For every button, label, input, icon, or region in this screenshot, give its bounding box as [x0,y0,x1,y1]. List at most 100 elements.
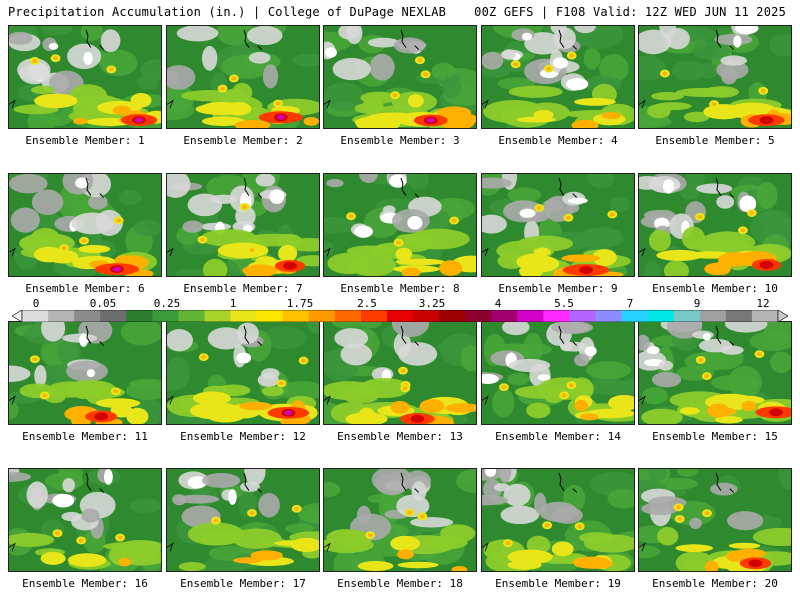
colorbar-min-arrow [12,310,23,322]
precip-map [482,469,634,571]
colorbar-swatch [126,310,153,322]
chart-title: Precipitation Accumulation (in.) | Colle… [8,5,447,19]
ensemble-map-panel [638,321,792,425]
ensemble-member-label: Ensemble Member: 11 [22,430,148,443]
colorbar-swatch [152,310,179,322]
ensemble-member-label: Ensemble Member: 7 [183,282,303,295]
colorbar-swatch [413,310,440,322]
ensemble-member-label: Ensemble Member: 18 [337,577,463,590]
ensemble-map-panel [481,173,635,277]
colorbar-tick-label: 0.25 [153,297,181,310]
ensemble-map-panel [8,173,162,277]
ensemble-member-label: Ensemble Member: 6 [25,282,145,295]
colorbar-bar [12,310,788,322]
colorbar-swatch [673,310,701,322]
colorbar-swatch [386,310,414,322]
ensemble-member-label: Ensemble Member: 1 [25,134,145,147]
precip-map [482,322,634,424]
precip-map [9,322,161,424]
ensemble-map-panel [323,25,477,129]
precip-map [324,26,476,128]
ensemble-map-panel [638,468,792,572]
colorbar-tick-label: 12 [756,297,770,310]
ensemble-map-panel [166,173,320,277]
colorbar-max-arrow [777,310,788,322]
precip-map [167,322,319,424]
colorbar-swatch [569,310,596,322]
ensemble-member-label: Ensemble Member: 4 [498,134,618,147]
colorbar-swatch [517,310,544,322]
ensemble-map-panel [323,321,477,425]
ensemble-member-label: Ensemble Member: 2 [183,134,303,147]
precip-map [167,469,319,571]
colorbar-tick-label: 9 [693,297,701,310]
ensemble-map-panel [481,468,635,572]
model-run-label: 00Z GEFS | F108 Valid: 12Z WED JUN 11 20… [474,5,786,19]
precip-map [167,174,319,276]
ensemble-map-panel [8,468,162,572]
ensemble-member-label: Ensemble Member: 20 [652,577,778,590]
colorbar-tick-label: 7 [626,297,634,310]
ensemble-map-panel [638,25,792,129]
precip-map [324,469,476,571]
colorbar-swatch [282,310,310,322]
colorbar-swatch [725,310,753,322]
colorbar-swatch [543,310,570,322]
colorbar-swatch [100,310,127,322]
ensemble-map-panel [8,321,162,425]
precip-map [639,322,791,424]
precip-map [324,322,476,424]
ensemble-map-panel [638,173,792,277]
colorbar-tick-label: 1 [229,297,237,310]
colorbar-swatch [74,310,101,322]
colorbar-swatch [230,310,257,322]
ensemble-member-label: Ensemble Member: 15 [652,430,778,443]
ensemble-member-label: Ensemble Member: 12 [180,430,306,443]
colorbar-tick-label: 5.5 [554,297,574,310]
ensemble-member-label: Ensemble Member: 17 [180,577,306,590]
precip-map [9,26,161,128]
precip-map [324,174,476,276]
colorbar-swatch [334,310,362,322]
colorbar-tick-label: 3.25 [418,297,446,310]
precip-map [9,174,161,276]
ensemble-map-panel [8,25,162,129]
precip-map [167,26,319,128]
colorbar-swatch [22,310,49,322]
ensemble-member-label: Ensemble Member: 19 [495,577,621,590]
colorbar-swatch [360,310,388,322]
ensemble-map-panel [166,468,320,572]
ensemble-member-label: Ensemble Member: 16 [22,577,148,590]
colorbar-tick-label: 4 [494,297,502,310]
colorbar-swatch [204,310,231,322]
ensemble-member-label: Ensemble Member: 14 [495,430,621,443]
ensemble-member-label: Ensemble Member: 3 [340,134,460,147]
colorbar-swatch [256,310,283,322]
precip-map [639,174,791,276]
ensemble-map-panel [166,25,320,129]
precip-map [482,26,634,128]
ensemble-member-label: Ensemble Member: 13 [337,430,463,443]
colorbar-swatch [48,310,75,322]
ensemble-member-label: Ensemble Member: 10 [652,282,778,295]
colorbar-tick-label: 0.05 [89,297,117,310]
colorbar-swatch [491,310,518,322]
precip-map [639,469,791,571]
colorbar-swatch [621,310,648,322]
precip-map [639,26,791,128]
ensemble-map-panel [481,321,635,425]
ensemble-map-panel [323,468,477,572]
colorbar-swatch [308,310,336,322]
ensemble-member-label: Ensemble Member: 9 [498,282,618,295]
precip-map [482,174,634,276]
colorbar-swatch [699,310,727,322]
precip-map [9,469,161,571]
colorbar-swatch [465,310,492,322]
ensemble-member-label: Ensemble Member: 5 [655,134,775,147]
colorbar-tick-label: 1.75 [286,297,314,310]
colorbar-swatch [178,310,205,322]
ensemble-map-panel [481,25,635,129]
colorbar-tick-label: 0 [32,297,40,310]
ensemble-member-label: Ensemble Member: 8 [340,282,460,295]
ensemble-map-panel [323,173,477,277]
